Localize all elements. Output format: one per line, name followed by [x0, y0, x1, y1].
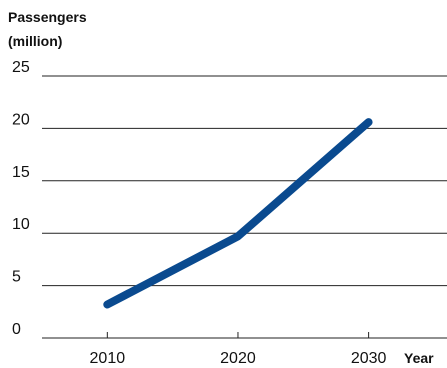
y-tick-label-0: 0: [12, 321, 21, 338]
y-tick-label-15: 15: [12, 164, 30, 181]
series-lines: [103, 118, 373, 309]
y-axis-title: Passengers (million): [8, 9, 87, 49]
x-axis-title: Year: [404, 350, 434, 366]
x-ticks: 2010 2020 2030: [90, 332, 387, 367]
y-tick-labels: 0 5 10 15 20 25: [12, 59, 30, 338]
y-axis-title-line-1: Passengers: [8, 9, 87, 25]
x-tick-label-2030: 2030: [351, 350, 387, 367]
y-tick-label-5: 5: [12, 269, 21, 286]
gridlines: [42, 75, 447, 339]
y-axis-title-line-2: (million): [8, 33, 62, 49]
y-tick-label-20: 20: [12, 111, 30, 128]
x-tick-label-2020: 2020: [220, 350, 256, 367]
series-line-0: [103, 118, 373, 309]
x-tick-label-2010: 2010: [90, 350, 126, 367]
y-tick-label-10: 10: [12, 216, 30, 233]
y-tick-label-25: 25: [12, 59, 30, 76]
